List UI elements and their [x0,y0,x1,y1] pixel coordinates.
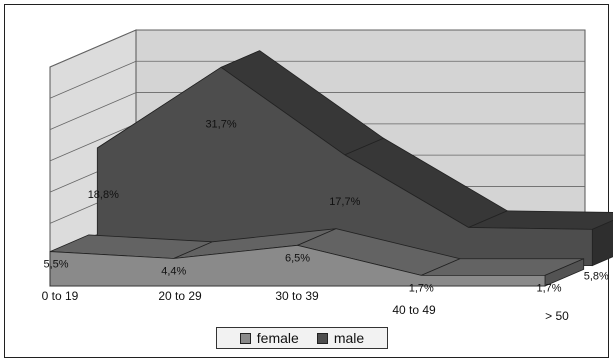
data-label-female: 1,7% [409,282,434,294]
legend-swatch-female [239,332,251,344]
chart-legend: female male [216,327,388,349]
x-tick-label: 20 to 29 [158,289,202,303]
x-tick-label: > 50 [545,309,569,323]
data-label-female: 6,5% [285,252,310,264]
x-tick-label: 30 to 39 [275,289,319,303]
legend-item-female: female [239,330,299,346]
gridline-side [49,60,137,99]
legend-swatch-male [316,332,328,344]
legend-label-male: male [333,330,365,346]
x-tick-label: 0 to 19 [42,289,79,303]
data-label-male: 31,7% [205,118,236,130]
gridline-side [49,123,137,162]
series-face-female [49,244,546,287]
data-label-female: 5,5% [43,259,68,271]
legend-label-female: female [256,330,299,346]
gridline-side [49,29,137,68]
x-tick-label: 40 to 49 [392,303,436,317]
data-label-female: 1,7% [536,282,561,294]
data-label-male: 18,8% [88,189,119,201]
data-label-male: 17,7% [329,196,360,208]
series-face-male [96,66,593,267]
legend-item-male: male [316,330,365,346]
gridline-side [49,92,137,130]
data-label-female: 4,4% [161,265,186,277]
data-label-male: 5,8% [584,270,609,282]
